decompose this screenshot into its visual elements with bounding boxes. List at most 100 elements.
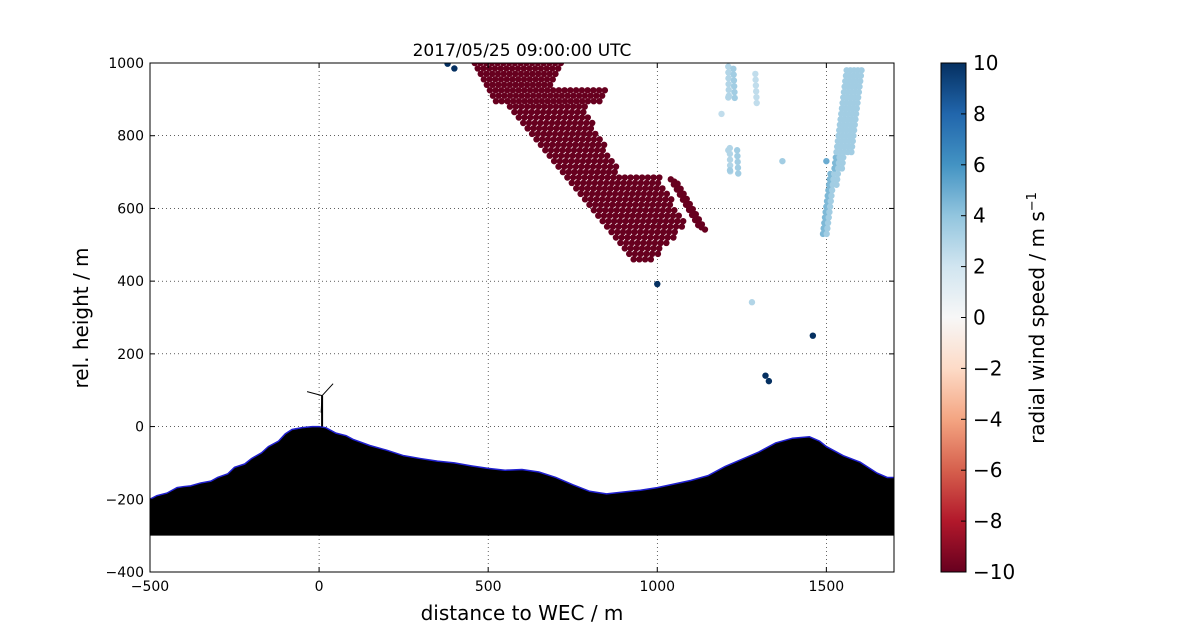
data-point (661, 223, 668, 230)
data-point (752, 82, 760, 89)
data-point (561, 87, 568, 94)
data-point (638, 223, 645, 230)
data-point (855, 88, 863, 96)
colorbar-tick-label: 6 (973, 153, 986, 177)
data-point (602, 157, 610, 165)
data-point (560, 141, 568, 149)
data-point (585, 157, 592, 165)
data-point (824, 219, 832, 227)
data-point (573, 114, 580, 121)
data-point (494, 70, 502, 78)
data-point (674, 217, 681, 225)
data-point (612, 234, 620, 241)
data-point (627, 245, 634, 252)
x-tick-label: 500 (475, 579, 502, 595)
data-point (584, 87, 591, 94)
data-point (675, 212, 682, 219)
data-point (629, 190, 636, 198)
data-point (662, 217, 670, 225)
data-point (752, 70, 759, 78)
data-point (571, 119, 579, 127)
data-point (640, 190, 648, 198)
data-point (623, 190, 630, 198)
data-point (529, 70, 536, 78)
data-point (626, 179, 633, 187)
data-point (594, 168, 601, 176)
data-point (596, 157, 604, 165)
data-point (610, 174, 617, 181)
data-point (572, 163, 579, 170)
data-point (546, 81, 554, 89)
data-point (535, 70, 542, 78)
y-tick-label: 600 (117, 201, 144, 217)
data-point (591, 179, 598, 187)
data-point (701, 226, 709, 233)
colorbar-tick-label: 4 (973, 204, 986, 228)
turbine-blade (321, 383, 334, 397)
data-point (556, 136, 563, 143)
data-point (553, 147, 560, 154)
data-point (589, 163, 597, 170)
data-point (621, 245, 628, 252)
colorbar-ticks: 10 8 6 4 2 0 −2 −4 −6 −8 −10 (961, 51, 1015, 584)
data-point (659, 185, 666, 192)
data-point (657, 239, 664, 247)
data-point (561, 97, 569, 105)
data-point (563, 130, 570, 138)
data-point (618, 212, 625, 219)
data-point (726, 162, 734, 169)
data-point (734, 152, 741, 160)
data-point (671, 207, 678, 214)
data-point (656, 196, 663, 203)
data-point (825, 214, 832, 221)
data-point (668, 217, 675, 225)
data-point (567, 136, 575, 143)
data-point (506, 70, 513, 78)
y-axis-ticks: −400 −200 0 200 400 600 800 1000 (106, 56, 894, 581)
data-point (601, 87, 609, 94)
data-point (527, 114, 534, 121)
data-point (569, 130, 576, 138)
data-point (622, 196, 629, 203)
data-point (634, 239, 641, 247)
data-point (542, 147, 549, 154)
data-point (564, 125, 572, 132)
data-point (580, 179, 587, 187)
data-point (645, 217, 652, 225)
data-point (629, 212, 636, 219)
data-point (581, 196, 589, 203)
data-point (595, 141, 602, 149)
data-point (622, 239, 630, 247)
colorbar-tick-label: −10 (973, 560, 1015, 584)
data-point (512, 81, 519, 89)
data-point (599, 217, 606, 225)
data-point (858, 67, 865, 74)
data-point (534, 108, 541, 116)
data-point (630, 207, 638, 214)
data-point (633, 174, 640, 181)
data-point (545, 108, 553, 116)
data-point (651, 217, 658, 225)
data-point (512, 70, 519, 78)
wind-turbine-icon (306, 383, 334, 427)
data-point (765, 377, 773, 385)
data-point (524, 125, 531, 132)
data-point (619, 207, 626, 214)
data-point (645, 196, 652, 203)
data-point (725, 86, 732, 94)
data-point (564, 103, 571, 110)
data-point (515, 76, 522, 83)
data-point (642, 228, 650, 236)
data-point (483, 70, 490, 78)
data-point (752, 88, 760, 95)
data-point (624, 185, 632, 192)
data-point (649, 201, 656, 208)
colorbar-tick-label: 8 (973, 102, 986, 126)
data-point (646, 190, 653, 198)
data-point (644, 223, 651, 230)
data-point (730, 71, 737, 78)
data-point (834, 170, 842, 178)
data-point (603, 223, 611, 230)
data-point (541, 81, 548, 89)
data-point (828, 187, 836, 194)
